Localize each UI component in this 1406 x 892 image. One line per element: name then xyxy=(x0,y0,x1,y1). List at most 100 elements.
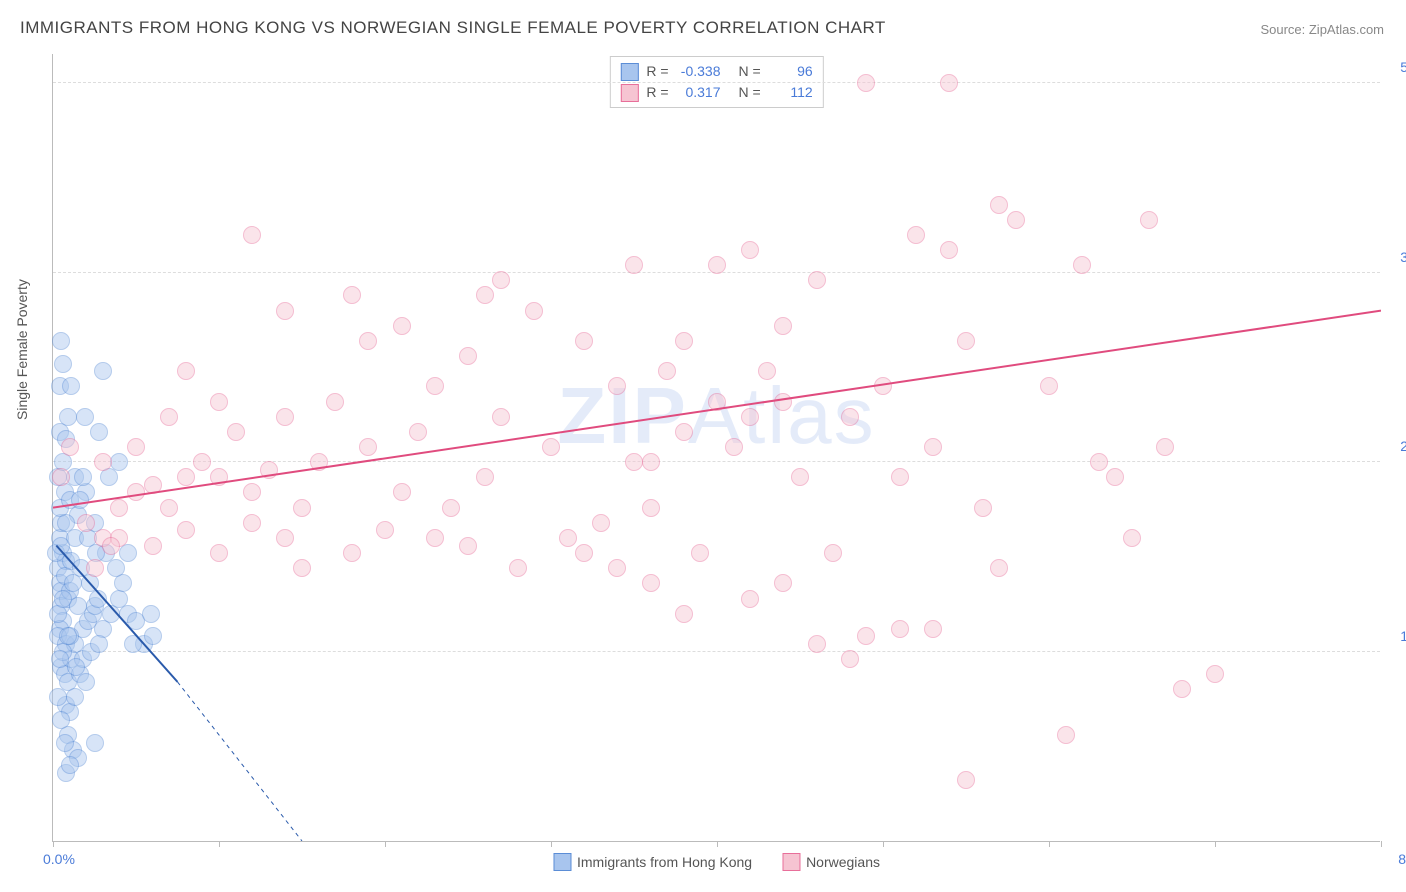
x-tick xyxy=(717,841,718,847)
data-point xyxy=(393,483,411,501)
data-point xyxy=(144,537,162,555)
data-point xyxy=(49,688,67,706)
data-point xyxy=(1007,211,1025,229)
data-point xyxy=(924,620,942,638)
data-point xyxy=(127,438,145,456)
data-point xyxy=(691,544,709,562)
data-point xyxy=(459,537,477,555)
x-tick xyxy=(385,841,386,847)
data-point xyxy=(774,317,792,335)
data-point xyxy=(177,468,195,486)
data-point xyxy=(160,408,178,426)
data-point xyxy=(608,377,626,395)
data-point xyxy=(71,491,89,509)
data-point xyxy=(525,302,543,320)
data-point xyxy=(426,529,444,547)
data-point xyxy=(177,521,195,539)
data-point xyxy=(67,658,85,676)
data-point xyxy=(940,241,958,259)
data-point xyxy=(791,468,809,486)
data-point xyxy=(59,408,77,426)
watermark: ZIPAtlas xyxy=(557,370,875,462)
data-point xyxy=(59,627,77,645)
data-point xyxy=(160,499,178,517)
data-point xyxy=(990,559,1008,577)
data-point xyxy=(808,271,826,289)
data-point xyxy=(89,590,107,608)
r-label: R = xyxy=(646,61,668,82)
data-point xyxy=(90,635,108,653)
y-tick-label: 50.0% xyxy=(1385,59,1406,75)
data-point xyxy=(102,537,120,555)
data-point xyxy=(52,711,70,729)
data-point xyxy=(1123,529,1141,547)
data-point xyxy=(52,332,70,350)
data-point xyxy=(708,256,726,274)
data-point xyxy=(575,544,593,562)
legend-item: Immigrants from Hong Kong xyxy=(553,853,752,871)
data-point xyxy=(1173,680,1191,698)
data-point xyxy=(243,226,261,244)
data-point xyxy=(127,483,145,501)
data-point xyxy=(841,408,859,426)
data-point xyxy=(1156,438,1174,456)
data-point xyxy=(675,605,693,623)
y-tick-label: 37.5% xyxy=(1385,249,1406,265)
source-attribution: Source: ZipAtlas.com xyxy=(1260,22,1384,37)
n-value: 112 xyxy=(769,82,813,103)
data-point xyxy=(66,688,84,706)
data-point xyxy=(52,537,70,555)
data-point xyxy=(442,499,460,517)
data-point xyxy=(1090,453,1108,471)
data-point xyxy=(142,605,160,623)
data-point xyxy=(642,499,660,517)
data-point xyxy=(841,650,859,668)
data-point xyxy=(459,347,477,365)
chart-title: IMMIGRANTS FROM HONG KONG VS NORWEGIAN S… xyxy=(20,18,886,38)
grid-line xyxy=(53,461,1380,462)
data-point xyxy=(1040,377,1058,395)
data-point xyxy=(857,74,875,92)
data-point xyxy=(741,590,759,608)
data-point xyxy=(990,196,1008,214)
x-tick xyxy=(1049,841,1050,847)
data-point xyxy=(559,529,577,547)
r-value: -0.338 xyxy=(677,61,721,82)
data-point xyxy=(276,529,294,547)
data-point xyxy=(1140,211,1158,229)
data-point xyxy=(144,627,162,645)
grid-line xyxy=(53,82,1380,83)
data-point xyxy=(74,468,92,486)
data-point xyxy=(708,393,726,411)
data-point xyxy=(575,332,593,350)
data-point xyxy=(359,332,377,350)
series-legend: Immigrants from Hong KongNorwegians xyxy=(553,853,880,871)
data-point xyxy=(56,734,74,752)
x-tick xyxy=(551,841,552,847)
data-point xyxy=(144,476,162,494)
y-tick-label: 25.0% xyxy=(1385,438,1406,454)
x-tick xyxy=(883,841,884,847)
data-point xyxy=(642,453,660,471)
data-point xyxy=(210,544,228,562)
data-point xyxy=(61,756,79,774)
scatter-plot-area: ZIPAtlas R =-0.338N =96R =0.317N =112 0.… xyxy=(52,54,1380,842)
data-point xyxy=(376,521,394,539)
n-label: N = xyxy=(739,82,761,103)
data-point xyxy=(891,620,909,638)
data-point xyxy=(54,590,72,608)
data-point xyxy=(808,635,826,653)
data-point xyxy=(675,332,693,350)
data-point xyxy=(741,408,759,426)
data-point xyxy=(293,559,311,577)
x-tick xyxy=(1215,841,1216,847)
data-point xyxy=(243,514,261,532)
data-point xyxy=(658,362,676,380)
data-point xyxy=(359,438,377,456)
x-max-label: 80.0% xyxy=(1398,851,1406,867)
data-point xyxy=(51,650,69,668)
data-point xyxy=(608,559,626,577)
trend-lines xyxy=(53,53,1381,841)
data-point xyxy=(1057,726,1075,744)
data-point xyxy=(492,271,510,289)
